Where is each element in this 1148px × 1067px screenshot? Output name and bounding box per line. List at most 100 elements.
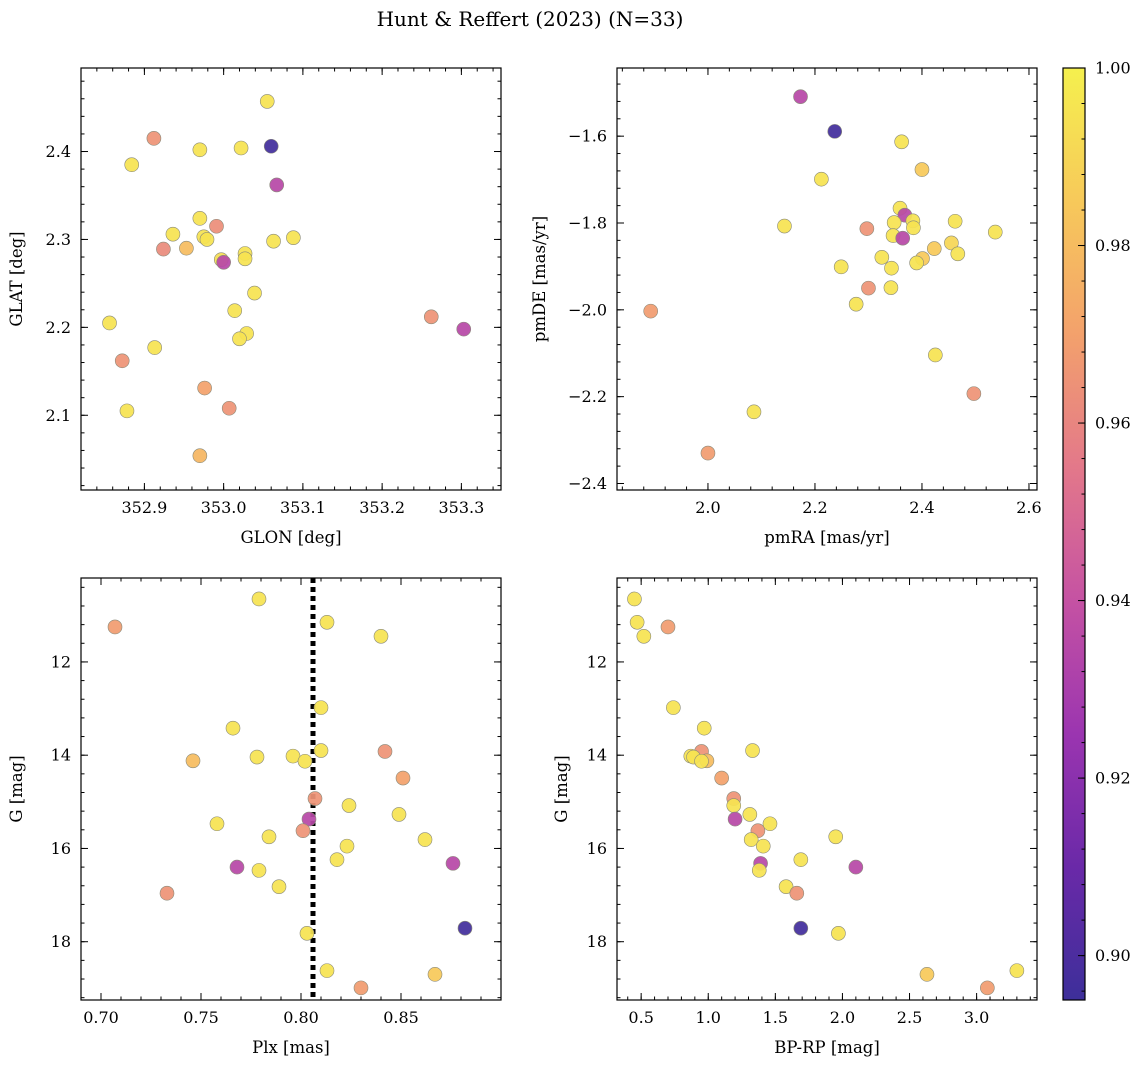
scatter-point [987,224,1003,240]
scatter-point [636,628,652,644]
y-tick-label: 12 [51,652,71,671]
scatter-point [295,823,311,839]
scatter-panel-1: 352.9 353.0 353.1 353.2 353.3 2.1 2.2 2.3 2.4 GLO… [7,67,502,547]
scatter-point [694,753,709,769]
x-tick-label: 1.5 [763,1008,788,1027]
axis-ticks [80,578,502,1000]
scatter-point [762,816,778,832]
x-tick-label: 352.9 [121,498,167,517]
scatter-point [883,280,899,295]
y-tick-label: 16 [51,839,71,858]
x-tick-label: 0.85 [383,1008,419,1027]
scatter-point [192,211,208,226]
scatter-point [427,967,443,982]
y-tick-label: −2.4 [568,474,607,493]
scatter-point [947,213,963,229]
axis-ticks [617,578,1037,1000]
scatter-point [269,177,285,193]
scatter-point [445,856,461,871]
scatter-panel-3: 0.70 0.75 0.80 0.85 12 14 16 18 Plx [mas] G [mag] [7,577,502,1057]
scatter-point [746,404,762,420]
plot-frame [616,67,1038,491]
scatter-point [156,241,171,257]
scatter-point [417,832,433,847]
y-tick-label: 2.2 [46,318,71,337]
scatter-point [696,720,712,736]
scatter-point [192,142,208,158]
y-tick-label: 18 [587,932,607,951]
scatter-point [643,303,659,319]
y-tick-label: −2.0 [568,300,607,319]
colorbar-gradient [1063,68,1085,1000]
scatter-point [789,885,805,901]
plot-frame [80,67,502,491]
scatter-point [700,445,716,461]
axis-ticks [617,68,1037,490]
scatter-point [827,124,843,139]
y-tick-label: 18 [51,932,71,951]
scatter-point [726,798,742,813]
scatter-point [339,838,355,854]
scatter-point [755,838,771,854]
x-axis-label: GLON [deg] [240,528,341,547]
scatter-point [221,400,237,416]
scatter-point [319,614,335,630]
y-axis-label: G [mag] [552,755,571,822]
colorbar-frame [1062,67,1086,1001]
y-tick-label: −1.8 [568,213,607,232]
scatter-point [848,296,864,312]
scatter-point [353,980,369,996]
scatter-point [373,628,389,644]
scatter-point [124,157,140,173]
scatter-point [714,770,729,786]
scatter-point [423,309,439,325]
scatter-point [793,852,809,867]
scatter-panel-4: 0.5 1.0 1.5 2.0 2.5 3.0 12 14 16 18 BP-RP [mag] G [… [552,577,1038,1057]
scatter-point [263,138,279,154]
scatter-point [251,863,267,878]
y-tick-label: 12 [587,652,607,671]
scatter-point [793,920,809,936]
x-tick-label: 0.80 [283,1008,319,1027]
plot-frame [80,577,502,1001]
scatter-point [1009,963,1025,978]
colorbar-tick-label: 0.92 [1095,769,1131,788]
scatter-point [894,134,909,150]
scatter-point [209,218,224,234]
y-tick-label: 14 [587,746,607,765]
scatter-point [232,331,247,347]
scatter-points [627,591,1025,996]
scatter-point [249,749,265,765]
scatter-point [391,807,407,822]
x-tick-label: 353.1 [280,498,326,517]
x-axis-label: BP-RP [mag] [774,1038,880,1057]
scatter-point [341,798,357,813]
scatter-point [395,770,411,786]
scatter-point [259,94,275,109]
scatter-point [966,386,982,401]
scatter-point [743,832,759,847]
scatter-point [944,235,959,251]
scatter-point [225,720,241,736]
scatter-point [906,220,921,236]
scatter-point [329,852,345,867]
scatter-point [833,259,849,275]
x-axis-label: Plx [mas] [252,1038,330,1057]
scatter-point [861,280,876,296]
scatter-point [237,251,253,267]
scatter-point [251,591,267,607]
scatter-point [777,218,792,234]
scatter-point [114,353,130,369]
scatter-point [159,885,175,901]
scatter-point [926,241,942,256]
y-axis-label: pmDE [mas/yr] [530,216,549,342]
scatter-point [745,743,760,758]
scatter-point [102,315,117,331]
figure-title: Hunt & Reffert (2023) (N=33) [377,7,684,31]
scatter-point [727,811,743,827]
scatter-point [209,816,225,832]
y-tick-label: 2.1 [46,406,71,425]
scatter-point [828,829,844,845]
scatter-point [814,171,829,187]
